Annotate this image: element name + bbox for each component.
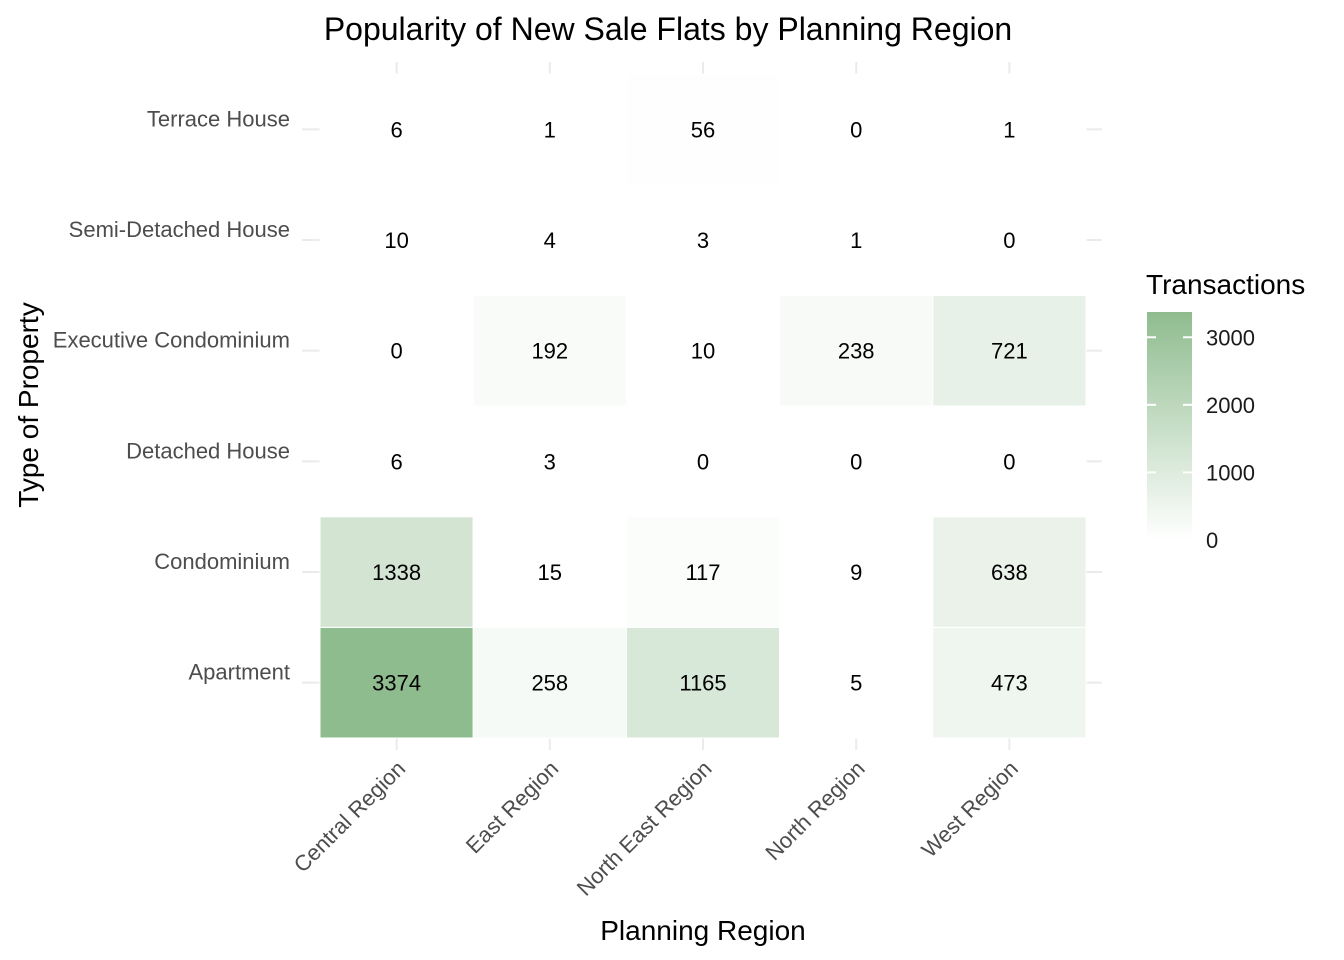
heatmap-cell [319, 405, 474, 518]
y-tick-label: Terrace House [147, 106, 290, 131]
heatmap-cell [472, 626, 627, 739]
cell-value-label: 258 [531, 671, 568, 696]
cell-value-label: 3 [697, 228, 709, 253]
heatmap-cell [779, 516, 934, 628]
cell-value-label: 5 [850, 671, 862, 696]
heatmap-cell [932, 405, 1087, 518]
heatmap-cell [319, 516, 474, 628]
y-axis-ticks: Apartment Condominium Detached House Execut… [53, 106, 290, 684]
legend-ticks: 0 1000 2000 3000 [1147, 325, 1255, 553]
heatmap-cells [319, 73, 1087, 739]
cell-value-label: 721 [991, 339, 1028, 364]
legend-tick-label: 2000 [1206, 393, 1255, 418]
heatmap-cell [779, 73, 934, 186]
cell-value-label: 15 [538, 560, 562, 585]
x-tick-label: Central Region [289, 756, 410, 877]
cell-value-label: 56 [691, 117, 715, 142]
legend-color-bar [1147, 312, 1192, 540]
heatmap-cell [625, 184, 781, 296]
legend-tick-label: 1000 [1206, 460, 1255, 485]
heatmap-cell [932, 184, 1087, 296]
heatmap-cell [472, 184, 627, 296]
cell-value-label: 10 [384, 228, 408, 253]
heatmap-cell [319, 184, 474, 296]
heatmap-cell [472, 73, 627, 186]
cell-value-label: 0 [850, 117, 862, 142]
cell-value-label: 1338 [372, 560, 421, 585]
cell-value-label: 6 [390, 449, 402, 474]
cell-value-label: 638 [991, 560, 1028, 585]
heatmap-cell [932, 294, 1087, 407]
x-axis-ticks: Central Region East Region North East Regi… [289, 756, 1023, 901]
y-tick-label: Executive Condominium [53, 328, 290, 353]
heatmap-cell [932, 516, 1087, 628]
cell-value-label: 117 [685, 560, 720, 585]
heatmap-cell [319, 294, 474, 407]
y-tick-label: Condominium [154, 549, 290, 574]
cell-value-label: 3374 [372, 671, 421, 696]
heatmap-cell [625, 294, 781, 407]
chart-title: Popularity of New Sale Flats by Planning… [324, 11, 1012, 47]
cell-value-label: 3 [544, 449, 556, 474]
cell-value-label: 0 [850, 449, 862, 474]
cell-value-label: 0 [697, 449, 709, 474]
cell-value-label: 4 [544, 228, 556, 253]
y-tick-label: Semi-Detached House [69, 217, 290, 242]
heatmap-cell [319, 626, 474, 739]
heatmap-cell [625, 405, 781, 518]
heatmap-cell [779, 405, 934, 518]
x-tick-label: West Region [916, 756, 1022, 862]
cell-value-label: 9 [850, 560, 862, 585]
heatmap-cell [932, 73, 1087, 186]
y-tick-label: Detached House [126, 438, 290, 463]
cell-value-label: 10 [691, 339, 715, 364]
cell-value-label: 473 [991, 671, 1028, 696]
heatmap-cell [779, 184, 934, 296]
cell-value-label: 192 [531, 339, 568, 364]
cell-value-label: 238 [838, 339, 875, 364]
y-axis-title: Type of Property [13, 302, 44, 507]
y-tick-label: Apartment [189, 660, 291, 685]
cell-value-label: 1 [544, 117, 556, 142]
legend: Transactions 0 1000 2000 3000 [1146, 269, 1305, 553]
cell-value-label: 0 [1003, 228, 1015, 253]
cell-value-label: 0 [390, 339, 402, 364]
x-tick-label: North East Region [572, 756, 717, 901]
legend-tick-label: 0 [1206, 528, 1218, 553]
x-tick-label: North Region [760, 756, 869, 865]
cell-value-label: 1 [850, 228, 862, 253]
heatmap-cell [472, 294, 627, 407]
cell-value-label: 1165 [679, 671, 726, 696]
heatmap-cell [472, 516, 627, 628]
heatmap-cell [472, 405, 627, 518]
cell-value-label: 1 [1003, 117, 1015, 142]
heatmap-cell [779, 626, 934, 739]
heatmap-cell [319, 73, 474, 186]
cell-value-label: 0 [1003, 449, 1015, 474]
x-axis-title: Planning Region [600, 915, 806, 946]
heatmap-cell [779, 294, 934, 407]
legend-tick-label: 3000 [1206, 325, 1255, 350]
cell-value-label: 6 [390, 117, 402, 142]
legend-title: Transactions [1146, 269, 1305, 300]
x-tick-label: East Region [461, 756, 563, 858]
heatmap-cell [625, 626, 781, 739]
heatmap-cell [932, 626, 1087, 739]
